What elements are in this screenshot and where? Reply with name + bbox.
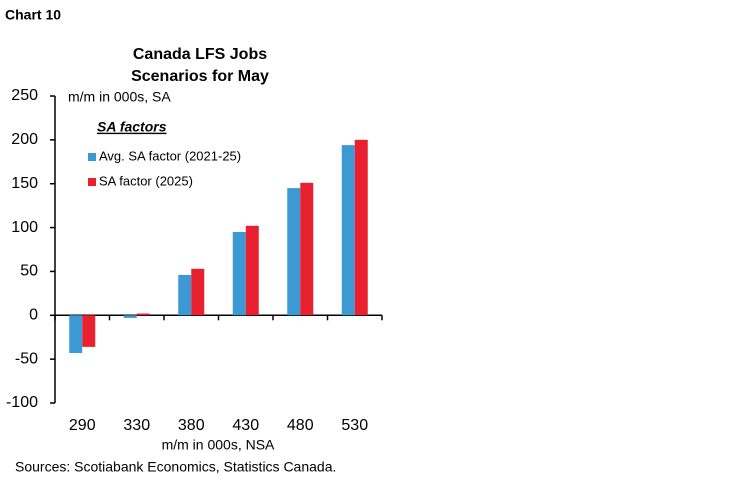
legend-swatch (88, 178, 96, 186)
x-axis-label: m/m in 000s, NSA (162, 437, 275, 453)
legend-label: SA factor (2025) (99, 173, 193, 188)
y-tick-label: 0 (29, 307, 38, 324)
source: Sources: Scotiabank Economics, Statistic… (15, 459, 336, 475)
y-tick-label: 150 (11, 175, 38, 192)
x-tick-label: 430 (232, 417, 259, 434)
y-tick-label: 50 (20, 263, 38, 280)
bar (354, 139, 368, 316)
bar (245, 225, 259, 316)
bar (341, 145, 355, 316)
bar (232, 231, 246, 316)
y-tick-label: 200 (11, 131, 38, 148)
x-tick-label: 530 (341, 417, 368, 434)
x-tick-label: 480 (287, 417, 314, 434)
bar (123, 315, 137, 318)
bar (136, 313, 150, 316)
legend-title: SA factors (97, 119, 167, 135)
bar (300, 182, 314, 316)
bar (82, 315, 96, 347)
bar (191, 268, 205, 316)
chart-subtitle: Scenarios for May (131, 68, 269, 85)
y-tick-label: 250 (11, 87, 38, 104)
x-tick-label: 380 (178, 417, 205, 434)
y-tick-label: 100 (11, 219, 38, 236)
bar (178, 274, 192, 316)
bar (69, 315, 83, 354)
bar (287, 188, 301, 316)
x-tick-label: 330 (123, 417, 150, 434)
legend-swatch (88, 153, 96, 161)
x-tick-label: 290 (69, 417, 96, 434)
y-tick-label: -100 (6, 394, 38, 411)
y-axis-label: m/m in 000s, SA (68, 89, 171, 105)
chart-title: Canada LFS Jobs (133, 46, 267, 63)
chart-label: Chart 10 (5, 7, 61, 23)
legend-label: Avg. SA factor (2021-25) (99, 148, 241, 163)
y-tick-label: -50 (15, 350, 38, 367)
